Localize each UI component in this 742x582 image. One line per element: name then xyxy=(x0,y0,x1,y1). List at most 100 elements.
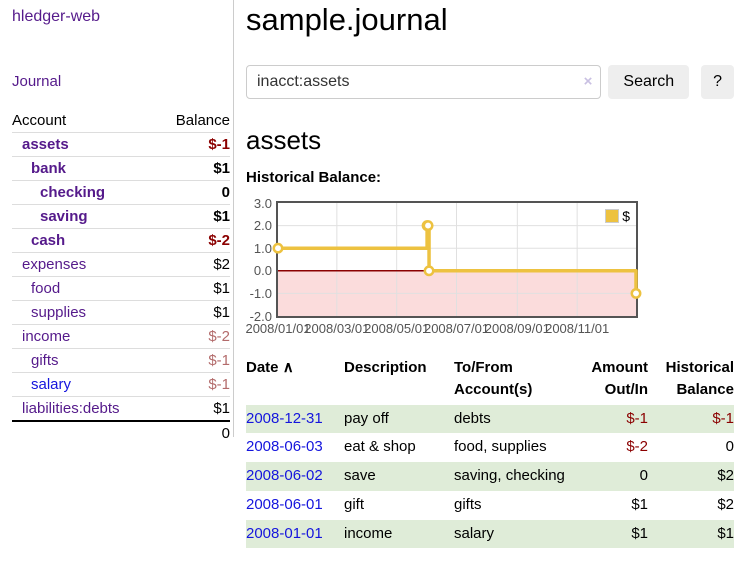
description-cell: save xyxy=(344,467,376,485)
account-link[interactable]: supplies xyxy=(31,304,87,321)
account-balance: 0 xyxy=(221,184,230,201)
search-wrap: × xyxy=(246,65,602,100)
app-title: hledger-web xyxy=(12,8,233,26)
account-balance: $1 xyxy=(213,400,230,417)
y-tick-label: 2.0 xyxy=(253,218,272,234)
page-title: sample.journal xyxy=(246,2,448,37)
date-column-header: Date ∧ xyxy=(246,359,294,377)
account-link[interactable]: food xyxy=(31,280,61,297)
sidebar-divider xyxy=(233,0,234,437)
amount-cell: $-1 xyxy=(626,409,648,427)
y-tick-label: 1.0 xyxy=(253,240,272,256)
account-balance: $1 xyxy=(213,160,230,177)
amount-cell: $1 xyxy=(631,495,648,513)
accounts-table: Account Balance assets $-1 bank $1 checking 0… xyxy=(12,109,230,445)
account-row: expenses $2 xyxy=(12,252,230,277)
chart-title: Historical Balance: xyxy=(246,169,382,187)
amount-column-header: Amount Out/In xyxy=(591,359,648,398)
sidebar: hledger-web Journal Account Balance asse… xyxy=(0,0,233,445)
date-link[interactable]: 2008-06-03 xyxy=(246,438,323,456)
x-tick-label: 2008/09/01 xyxy=(484,321,550,337)
legend-swatch-icon xyxy=(605,209,620,224)
journal-nav: Journal xyxy=(12,73,233,90)
total-spacer xyxy=(12,421,157,445)
table-row: 2008-06-01 gift gifts $1 $2 xyxy=(246,491,734,520)
balance-cell: $-1 xyxy=(712,409,734,427)
account-balance: $2 xyxy=(213,256,230,273)
x-tick-label: 2008/11/01 xyxy=(545,321,610,337)
account-balance: $-2 xyxy=(208,232,230,249)
description-cell: pay off xyxy=(344,409,389,427)
amount-cell: 0 xyxy=(639,467,648,485)
account-row: gifts $-1 xyxy=(12,348,230,373)
account-link[interactable]: gifts xyxy=(31,352,59,369)
account-balance: $1 xyxy=(213,280,230,297)
accounts-table-body: assets $-1 bank $1 checking 0 saving $1 cash $-2 e… xyxy=(12,132,230,422)
table-row: 2008-12-31 pay off debts $-1 $-1 xyxy=(246,404,734,434)
date-link[interactable]: 2008-06-01 xyxy=(246,495,323,513)
balance-cell: $2 xyxy=(717,467,734,485)
y-tick-label: 0.0 xyxy=(253,263,272,279)
date-link[interactable]: 2008-01-01 xyxy=(246,524,323,542)
search-row: × Search ? xyxy=(246,64,734,100)
x-tick-label: 2008/07/01 xyxy=(423,321,490,337)
account-row: liabilities:debts $1 xyxy=(12,396,230,422)
account-row: supplies $1 xyxy=(12,300,230,325)
search-button[interactable]: Search xyxy=(608,65,690,100)
amount-cell: $1 xyxy=(631,524,648,542)
help-button[interactable]: ? xyxy=(701,65,734,100)
account-balance: $-1 xyxy=(208,352,230,369)
description-cell: eat & shop xyxy=(344,438,416,456)
account-cell: saving, checking xyxy=(454,467,565,485)
account-balance: $1 xyxy=(213,304,230,321)
register-header-row: Date ∧ Description To/From Account(s) Am… xyxy=(246,354,734,405)
account-cell: food, supplies xyxy=(454,438,547,456)
balance-cell: $1 xyxy=(717,524,734,542)
balance-cell: $2 xyxy=(717,495,734,513)
account-balance: $-2 xyxy=(208,328,230,345)
balance-chart: $ 3.0 2.0 1.0 0.0 -1.0 -2.0 2008/01/01 2008/03… xyxy=(245,194,734,340)
y-tick-label: -1.0 xyxy=(249,285,272,301)
search-input[interactable] xyxy=(246,65,602,100)
account-heading: assets xyxy=(246,125,322,156)
x-tick-label: 2008/03/01 xyxy=(304,321,370,337)
account-row: bank $1 xyxy=(12,156,230,181)
chart-canvas xyxy=(272,203,642,317)
account-cell: debts xyxy=(454,409,491,427)
account-column-header-register: To/From Account(s) xyxy=(454,359,533,398)
app-title-link[interactable]: hledger-web xyxy=(12,8,101,25)
x-tick-label: 2008/01/01 xyxy=(245,321,311,337)
legend-label: $ xyxy=(622,208,630,225)
account-row: salary $-1 xyxy=(12,372,230,397)
account-row: assets $-1 xyxy=(12,132,230,157)
accounts-total-row: 0 xyxy=(12,421,230,445)
accounts-total-value: 0 xyxy=(221,425,230,442)
account-link[interactable]: assets xyxy=(22,136,69,153)
account-balance: $-1 xyxy=(208,136,230,153)
clear-search-icon[interactable]: × xyxy=(583,73,593,91)
account-row: income $-2 xyxy=(12,324,230,349)
y-tick-label: 3.0 xyxy=(253,195,272,211)
account-row: saving $1 xyxy=(12,204,230,229)
account-link[interactable]: saving xyxy=(40,208,88,225)
account-link[interactable]: income xyxy=(22,328,71,345)
date-link[interactable]: 2008-12-31 xyxy=(246,409,323,427)
balance-chart-plot[interactable]: $ xyxy=(272,201,642,319)
account-link[interactable]: expenses xyxy=(22,256,87,273)
register-table: Date ∧ Description To/From Account(s) Am… xyxy=(246,354,734,549)
journal-link[interactable]: Journal xyxy=(12,73,62,90)
account-link[interactable]: cash xyxy=(31,232,66,249)
account-link[interactable]: salary xyxy=(31,376,72,393)
account-link[interactable]: checking xyxy=(40,184,106,201)
table-row: 2008-06-02 save saving, checking 0 $2 xyxy=(246,462,734,491)
balance-column-header-register: Historical Balance xyxy=(665,359,734,398)
account-column-header: Account xyxy=(12,112,67,129)
y-tick-label: -2.0 xyxy=(249,308,272,324)
description-cell: income xyxy=(344,524,393,542)
date-link[interactable]: 2008-06-02 xyxy=(246,467,323,485)
account-balance: $-1 xyxy=(208,376,230,393)
x-tick-label: 2008/05/01 xyxy=(364,321,430,337)
account-row: cash $-2 xyxy=(12,228,230,253)
account-link[interactable]: liabilities:debts xyxy=(22,400,120,417)
account-link[interactable]: bank xyxy=(31,160,67,177)
